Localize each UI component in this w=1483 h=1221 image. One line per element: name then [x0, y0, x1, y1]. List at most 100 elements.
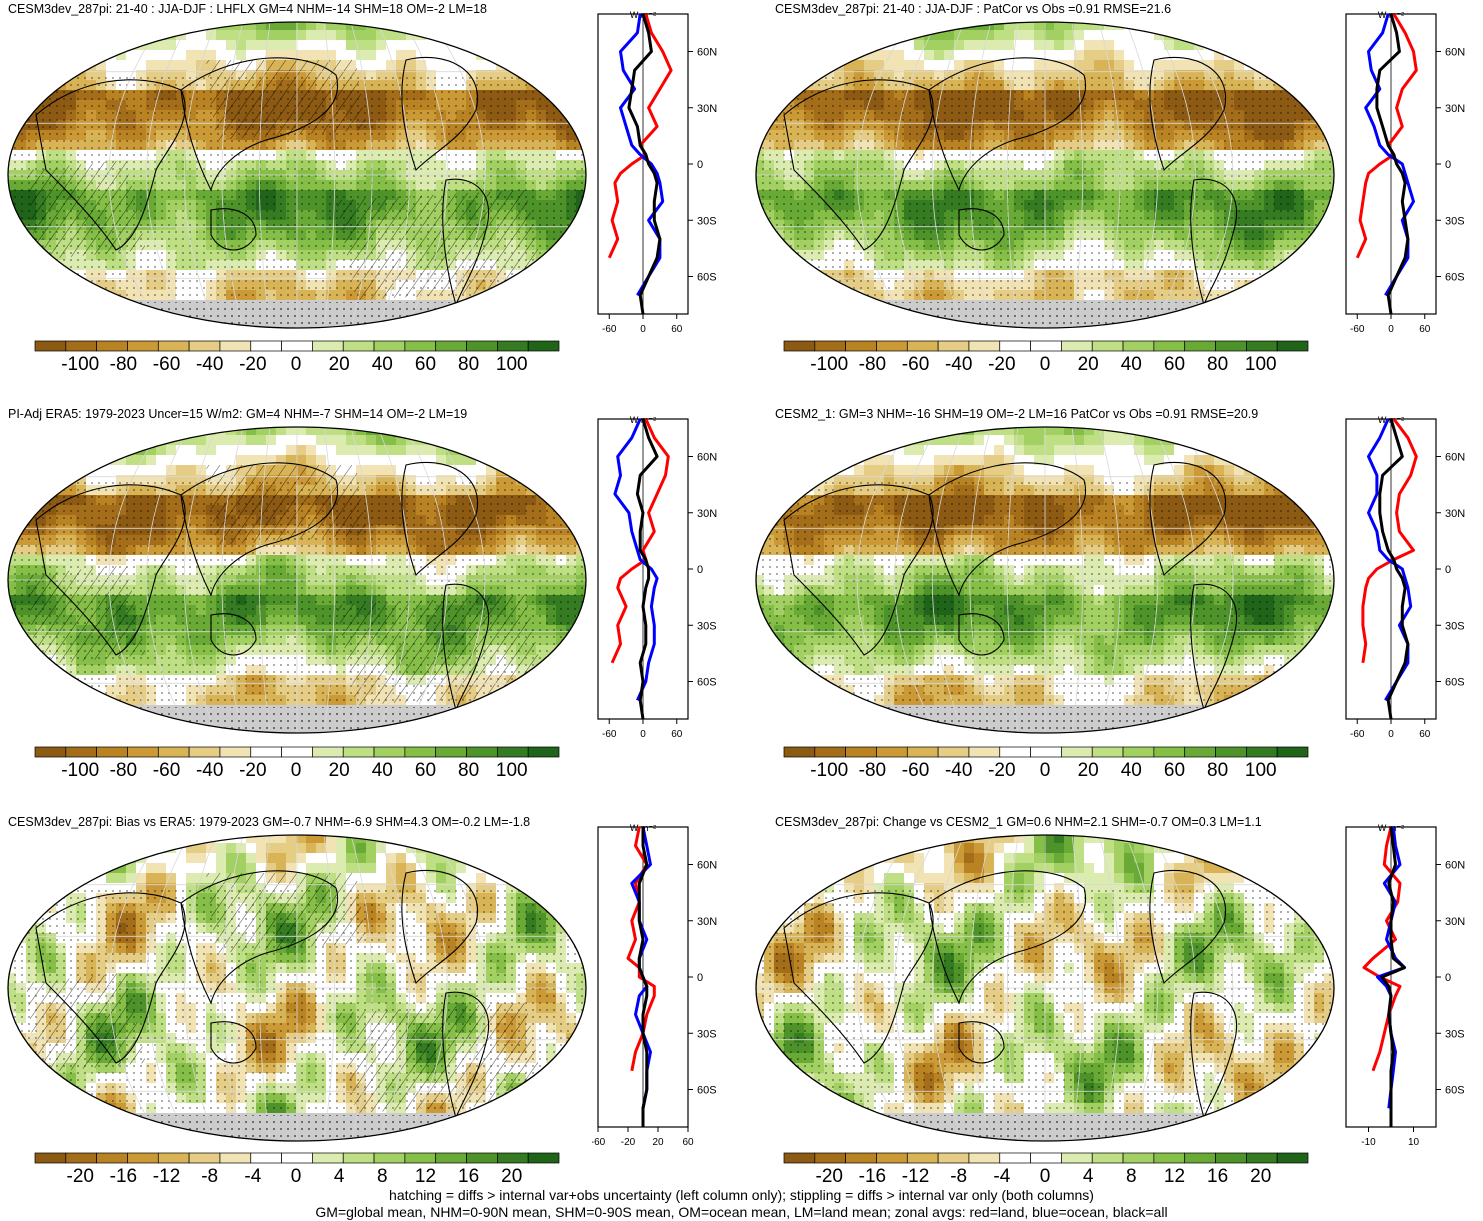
colorbar-swatch — [497, 1152, 529, 1164]
footer-line-1: hatching = diffs > internal var+obs unce… — [389, 1187, 1094, 1203]
colorbar-label: 40 — [371, 354, 393, 375]
lat-tick-label: 0 — [1445, 564, 1451, 576]
panel-title: PI-Adj ERA5: 1979-2023 Uncer=15 W/m2: GM… — [8, 407, 468, 421]
colorbar-label: 80 — [458, 760, 480, 781]
colorbar-labels: -100 -80 -60 -40 -20 0 20 40 60 80 100 — [783, 760, 1307, 782]
lat-tick-label: 60S — [697, 677, 717, 689]
colorbar-swatch — [219, 746, 252, 758]
colorbar-label: -20 — [66, 1166, 94, 1187]
colorbar-swatch — [435, 340, 467, 352]
colorbar-swatch — [937, 746, 970, 758]
colorbar-swatch — [1276, 746, 1309, 758]
lat-tick-label: 30S — [1445, 215, 1465, 227]
colorbar-swatch — [250, 1152, 282, 1164]
lat-tick-label: 60S — [1445, 272, 1465, 284]
colorbar-swatch — [814, 1152, 846, 1164]
colorbar-label: -40 — [195, 354, 224, 375]
colorbar-swatch — [968, 340, 1001, 352]
lat-tick-label: 30N — [1445, 916, 1465, 928]
colorbar-swatch — [1030, 1152, 1062, 1164]
colorbar-label: -20 — [988, 760, 1016, 781]
lat-tick-label: 60S — [697, 1085, 717, 1097]
colorbar-swatch — [1091, 1152, 1124, 1164]
colorbar-swatch — [1215, 746, 1247, 758]
colorbar-label: 100 — [1244, 760, 1277, 781]
colorbar-swatch — [250, 340, 282, 352]
zonal-series-land — [1361, 418, 1418, 664]
colorbar-label: 20 — [328, 354, 350, 375]
colorbar-swatch — [127, 340, 159, 352]
colorbar-swatch — [1061, 1152, 1093, 1164]
colorbar-label: 16 — [458, 1166, 480, 1187]
colorbar-swatch — [373, 746, 406, 758]
colorbar-swatch — [527, 340, 560, 352]
colorbar-swatch — [906, 340, 939, 352]
colorbar-swatch — [845, 1152, 877, 1164]
colorbar-label: -60 — [901, 354, 930, 375]
zonal-series-ocean — [613, 418, 659, 701]
colorbar-label: 60 — [1163, 760, 1186, 781]
lat-tick-label: 60S — [697, 272, 717, 284]
zonal-series-all — [635, 418, 659, 720]
colorbar-labels: -100 -80 -60 -40 -20 0 20 40 60 80 100 — [34, 760, 558, 782]
footer-notes: hatching = diffs > internal var+obs unce… — [0, 1187, 1483, 1221]
panel-title: CESM2_1: GM=3 NHM=-16 SHM=19 OM=-2 LM=16… — [775, 407, 1259, 421]
colorbar-swatch — [466, 746, 498, 758]
footer-line-2: GM=global mean, NHM=0-90N mean, SHM=0-90… — [315, 1204, 1168, 1220]
colorbar-label: 40 — [1120, 354, 1142, 375]
colorbar-swatch — [1091, 340, 1124, 352]
colorbar-swatch — [937, 340, 970, 352]
colorbar-label: 20 — [1250, 1166, 1272, 1187]
colorbar — [783, 340, 1309, 352]
colorbar-swatch — [435, 746, 467, 758]
colorbar-swatch — [1184, 340, 1216, 352]
colorbar-swatch — [1246, 340, 1278, 352]
x-tick-label: -10 — [1361, 1137, 1376, 1148]
zonal-series-all — [637, 827, 649, 1127]
colorbar-swatch — [250, 746, 282, 758]
zonal-series-all — [1380, 826, 1406, 1127]
colorbar-label: -8 — [201, 1166, 219, 1187]
colorbar-swatch — [1030, 340, 1062, 352]
colorbar-swatch — [1246, 746, 1278, 758]
colorbar-label: -40 — [944, 760, 973, 781]
colorbar-swatch — [1246, 1152, 1278, 1164]
colorbar-label: 80 — [1207, 760, 1229, 781]
colorbar-label: -100 — [61, 760, 100, 781]
colorbar-swatch — [1276, 340, 1309, 352]
lat-tick-label: 60S — [1445, 677, 1465, 689]
colorbar-labels: -20 -16 -12 -8 -4 0 4 8 12 16 20 — [783, 1166, 1307, 1188]
colorbar-label: -60 — [152, 760, 181, 781]
lat-tick-label: 60N — [697, 860, 717, 872]
colorbar-label: -20 — [239, 760, 267, 781]
x-tick-label: 60 — [682, 1137, 694, 1148]
colorbar-swatch — [1091, 746, 1124, 758]
colorbar-label: -20 — [988, 354, 1016, 375]
colorbar-swatch — [127, 1152, 159, 1164]
colorbar-label: -20 — [815, 1166, 843, 1187]
colorbar — [34, 746, 560, 758]
colorbar-label: 100 — [495, 354, 528, 375]
lat-tick-label: 0 — [697, 159, 703, 171]
colorbar-swatch — [1122, 340, 1155, 352]
colorbar-label: 60 — [414, 354, 437, 375]
colorbar-swatch — [312, 1152, 344, 1164]
colorbar-label: 40 — [371, 760, 393, 781]
colorbar-label: 100 — [495, 760, 528, 781]
colorbar-label: 80 — [1207, 354, 1229, 375]
robinson-map — [7, 21, 587, 329]
x-tick-label: -60 — [602, 324, 617, 335]
colorbar-swatch — [497, 746, 529, 758]
colorbar-swatch — [342, 746, 375, 758]
colorbar-swatch — [65, 1152, 97, 1164]
colorbar-swatch — [157, 746, 190, 758]
colorbar-label: -80 — [109, 354, 138, 375]
colorbar-swatch — [783, 340, 816, 352]
colorbar-swatch — [783, 746, 816, 758]
colorbar-label: -100 — [810, 760, 849, 781]
colorbar-swatch — [96, 340, 128, 352]
